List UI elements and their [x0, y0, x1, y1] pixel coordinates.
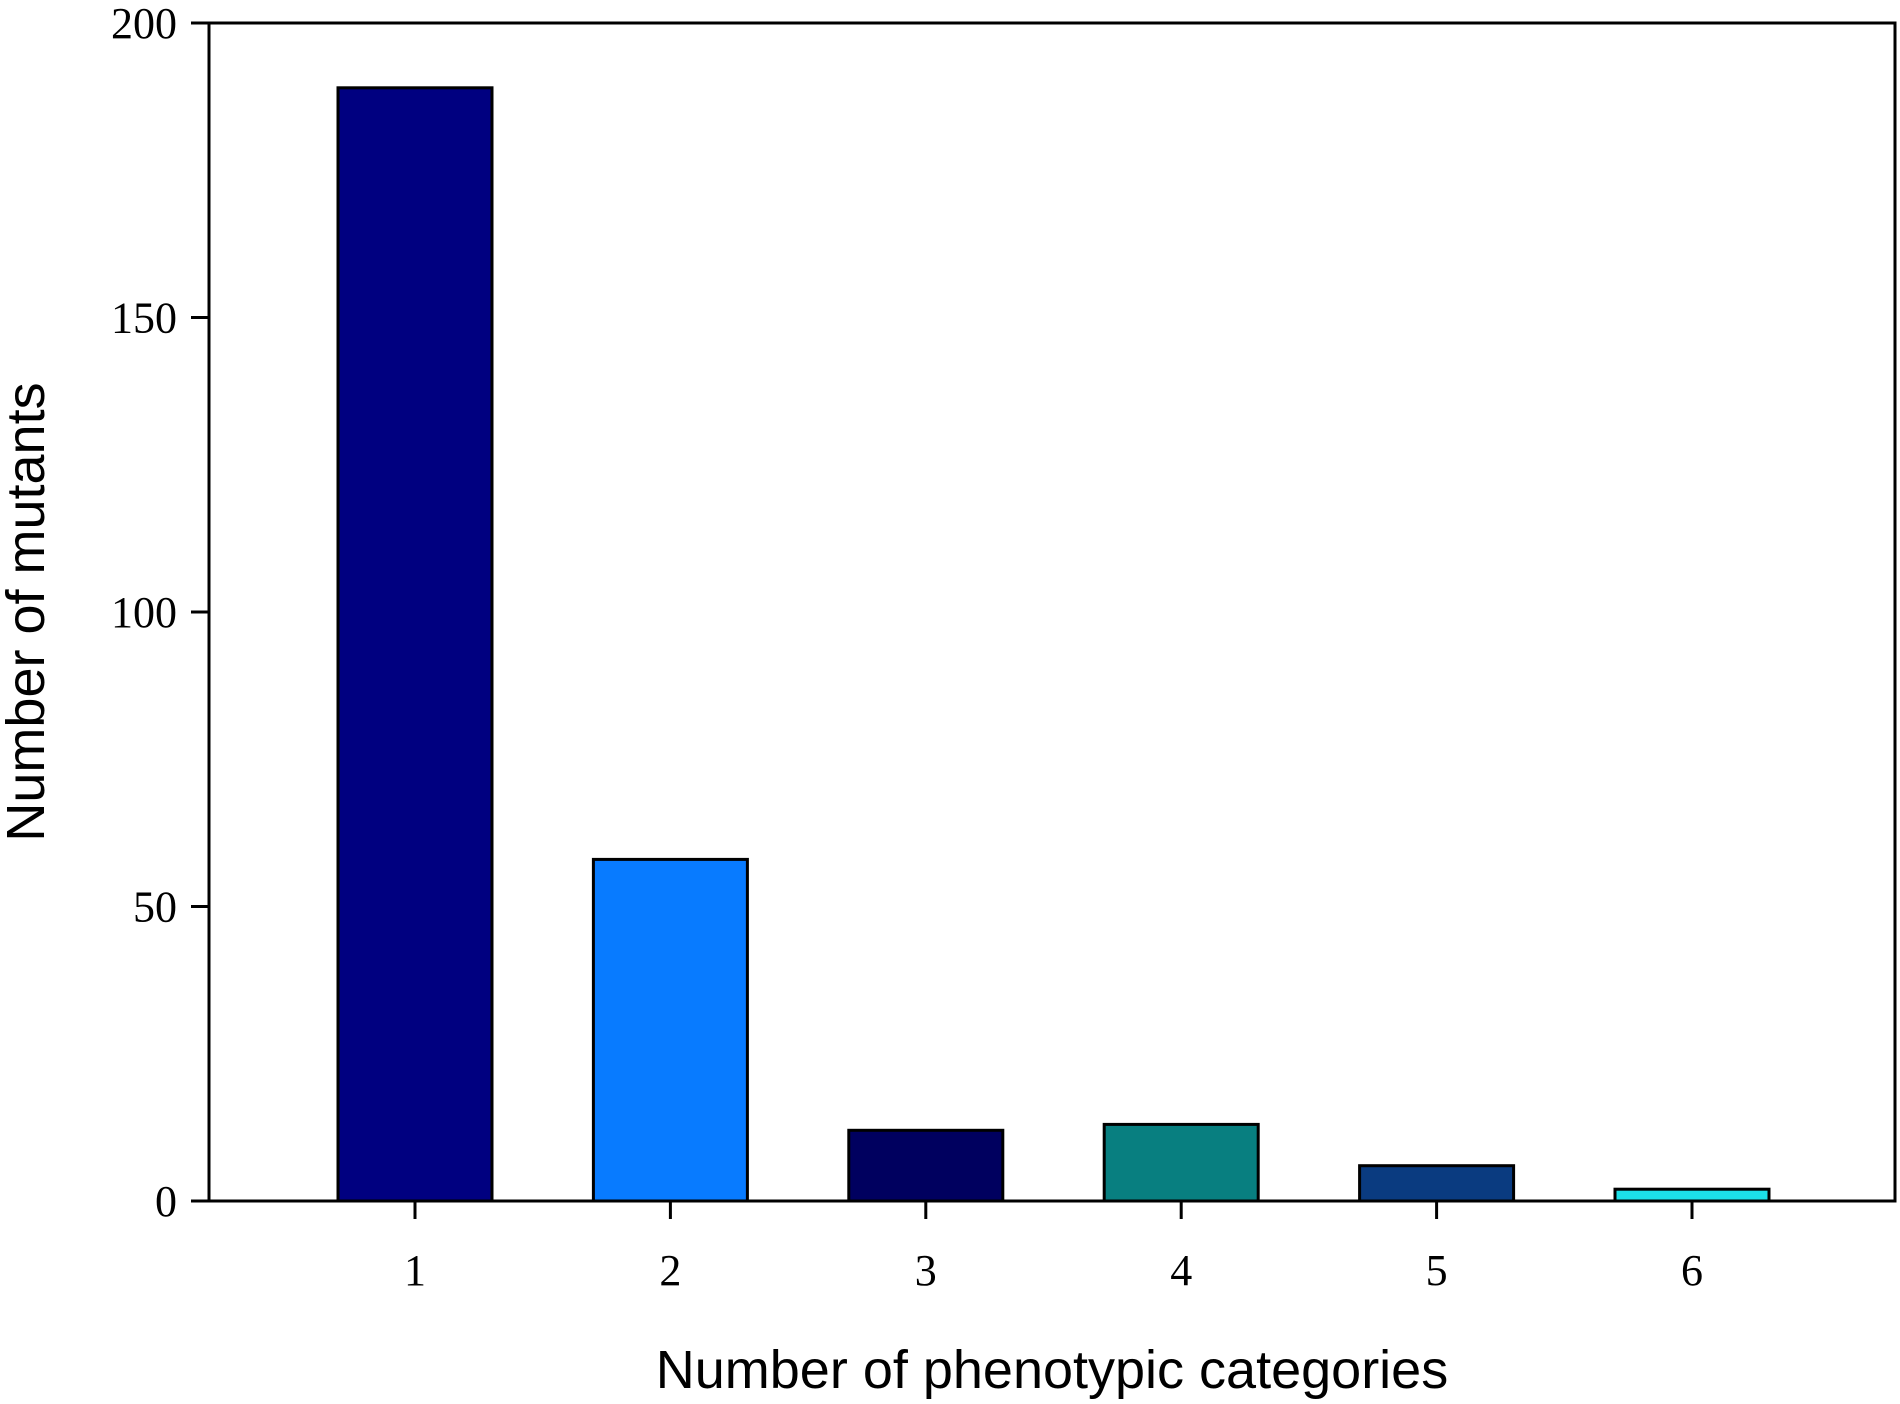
x-tick-label-3: 3	[915, 1246, 937, 1295]
y-axis-title: Number of mutants	[0, 382, 56, 841]
ticks-layer: 1 2 3 4 5 6 0 50 100 150 200	[111, 0, 1703, 1295]
x-tick-label-2: 2	[659, 1246, 681, 1295]
bar-1	[336, 86, 494, 1203]
y-tick-label-0: 0	[155, 1177, 177, 1226]
bar-5	[1358, 1164, 1516, 1203]
plot-frame	[207, 21, 1897, 1203]
y-tick-label-50: 50	[133, 883, 177, 932]
x-tick-label-6: 6	[1681, 1246, 1703, 1295]
y-tick-label-100: 100	[111, 588, 177, 637]
x-tick-label-4: 4	[1170, 1246, 1192, 1295]
x-tick-label-1: 1	[404, 1246, 426, 1295]
bar-3	[847, 1128, 1005, 1203]
x-tick-label-5: 5	[1426, 1246, 1448, 1295]
bars-layer	[336, 86, 1771, 1203]
bar-6	[1613, 1187, 1771, 1203]
y-tick-label-150: 150	[111, 294, 177, 343]
bar-4	[1102, 1122, 1260, 1203]
y-tick-label-200: 200	[111, 0, 177, 48]
x-axis-title: Number of phenotypic categories	[656, 1340, 1448, 1400]
bar-2	[591, 857, 749, 1203]
